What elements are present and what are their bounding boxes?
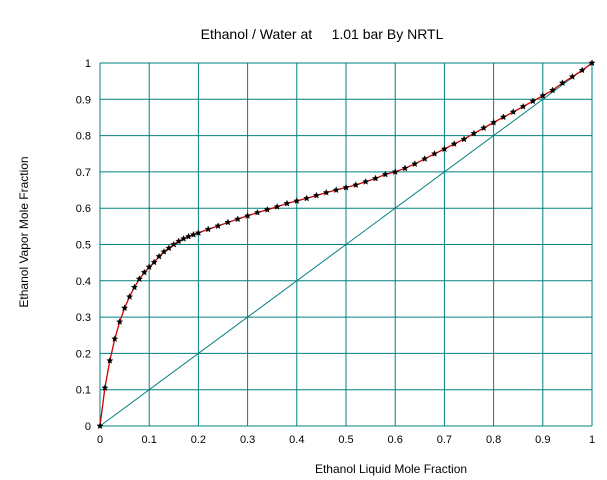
x-tick-label: 0.9 bbox=[535, 434, 550, 446]
data-point-marker bbox=[519, 102, 527, 110]
data-point-marker bbox=[234, 215, 242, 223]
data-point-marker bbox=[430, 150, 439, 157]
tick-labels: 0 0.1 0.2 0.3 0.4 0.5 0.6 0.7 0.8 0.9 1 0 0.1 0.2 0.3 0… bbox=[76, 58, 595, 446]
data-point-marker bbox=[578, 66, 586, 74]
data-point-marker bbox=[150, 258, 158, 266]
x-tick-label: 0.2 bbox=[191, 434, 206, 446]
x-axis-label: Ethanol Liquid Mole Fraction bbox=[315, 462, 467, 476]
data-point-marker bbox=[130, 283, 139, 291]
y-tick-label: 0.7 bbox=[76, 167, 91, 179]
x-tick-label: 0.7 bbox=[437, 434, 452, 446]
data-point-marker bbox=[125, 293, 134, 300]
y-tick-label: 0.5 bbox=[76, 240, 91, 252]
data-point-marker bbox=[111, 335, 119, 342]
x-tick-label: 0.4 bbox=[289, 434, 304, 446]
data-point-marker bbox=[106, 356, 114, 364]
data-point-marker bbox=[342, 183, 350, 191]
data-point-marker bbox=[140, 268, 148, 276]
x-tick-label: 0.5 bbox=[338, 434, 353, 446]
data-point-marker bbox=[116, 318, 124, 325]
diagonal-line bbox=[99, 62, 593, 427]
data-point-marker bbox=[539, 91, 547, 99]
chart-title: Ethanol / Water at 1.01 bar By NRTL bbox=[201, 26, 444, 42]
x-tick-label: 0 bbox=[97, 434, 103, 446]
data-point-marker bbox=[165, 244, 173, 252]
y-tick-label: 0.4 bbox=[76, 276, 91, 288]
data-point-marker bbox=[180, 234, 188, 242]
x-tick-label: 1 bbox=[589, 434, 595, 446]
y-tick-label: 0 bbox=[85, 421, 91, 433]
x-tick-label: 0.6 bbox=[388, 434, 403, 446]
grid-lines bbox=[99, 62, 593, 427]
y-tick-label: 0.2 bbox=[76, 348, 91, 360]
data-point-marker bbox=[312, 191, 321, 199]
y-tick-label: 1 bbox=[85, 58, 91, 70]
data-markers bbox=[96, 59, 596, 430]
data-point-marker bbox=[253, 208, 262, 216]
data-point-marker bbox=[160, 248, 168, 255]
data-point-marker bbox=[224, 218, 232, 226]
data-point-marker bbox=[303, 194, 311, 202]
data-point-marker bbox=[170, 240, 178, 248]
x-tick-label: 0.3 bbox=[240, 434, 255, 446]
data-point-marker bbox=[588, 59, 596, 67]
data-point-marker bbox=[381, 170, 389, 178]
data-point-marker bbox=[352, 181, 360, 189]
data-point-marker bbox=[204, 225, 212, 233]
y-tick-label: 0.6 bbox=[76, 203, 91, 215]
x-tick-label: 0.1 bbox=[142, 434, 157, 446]
data-point-marker bbox=[194, 229, 202, 236]
y-axis-label: Ethanol Vapor Mole Fraction bbox=[17, 156, 31, 307]
data-point-marker bbox=[332, 186, 340, 194]
data-point-marker bbox=[273, 202, 281, 210]
data-point-marker bbox=[96, 422, 104, 430]
data-point-marker bbox=[391, 168, 399, 175]
data-point-marker bbox=[509, 108, 517, 116]
y-tick-label: 0.9 bbox=[76, 94, 91, 106]
data-point-marker bbox=[244, 212, 252, 219]
data-point-marker bbox=[145, 263, 153, 271]
data-point-marker bbox=[460, 135, 468, 143]
data-point-marker bbox=[558, 79, 567, 87]
data-point-marker bbox=[214, 222, 222, 230]
x-tick-label: 0.8 bbox=[486, 434, 501, 446]
data-point-marker bbox=[263, 205, 271, 213]
data-point-marker bbox=[470, 129, 478, 137]
data-point-marker bbox=[283, 199, 291, 207]
data-point-marker bbox=[549, 86, 557, 94]
data-point-marker bbox=[440, 145, 448, 153]
data-point-marker bbox=[293, 197, 301, 204]
data-point-marker bbox=[135, 275, 143, 283]
data-point-marker bbox=[421, 155, 429, 162]
data-point-marker bbox=[480, 124, 488, 132]
data-point-marker bbox=[101, 384, 109, 391]
data-point-marker bbox=[529, 97, 537, 105]
data-point-marker bbox=[175, 237, 183, 245]
data-point-marker bbox=[121, 304, 129, 312]
data-point-marker bbox=[185, 232, 193, 240]
y-tick-label: 0.1 bbox=[76, 385, 91, 397]
data-point-marker bbox=[155, 252, 163, 260]
data-point-marker bbox=[322, 188, 330, 196]
data-point-marker bbox=[401, 164, 409, 172]
y-tick-label: 0.8 bbox=[76, 131, 91, 143]
data-point-marker bbox=[490, 118, 498, 126]
y-tick-label: 0.3 bbox=[76, 312, 91, 324]
data-point-marker bbox=[411, 160, 419, 167]
data-point-marker bbox=[450, 140, 458, 147]
data-point-marker bbox=[189, 230, 198, 238]
data-point-marker bbox=[568, 73, 576, 80]
data-point-marker bbox=[371, 174, 380, 182]
data-point-marker bbox=[499, 113, 508, 121]
data-point-marker bbox=[362, 177, 370, 185]
